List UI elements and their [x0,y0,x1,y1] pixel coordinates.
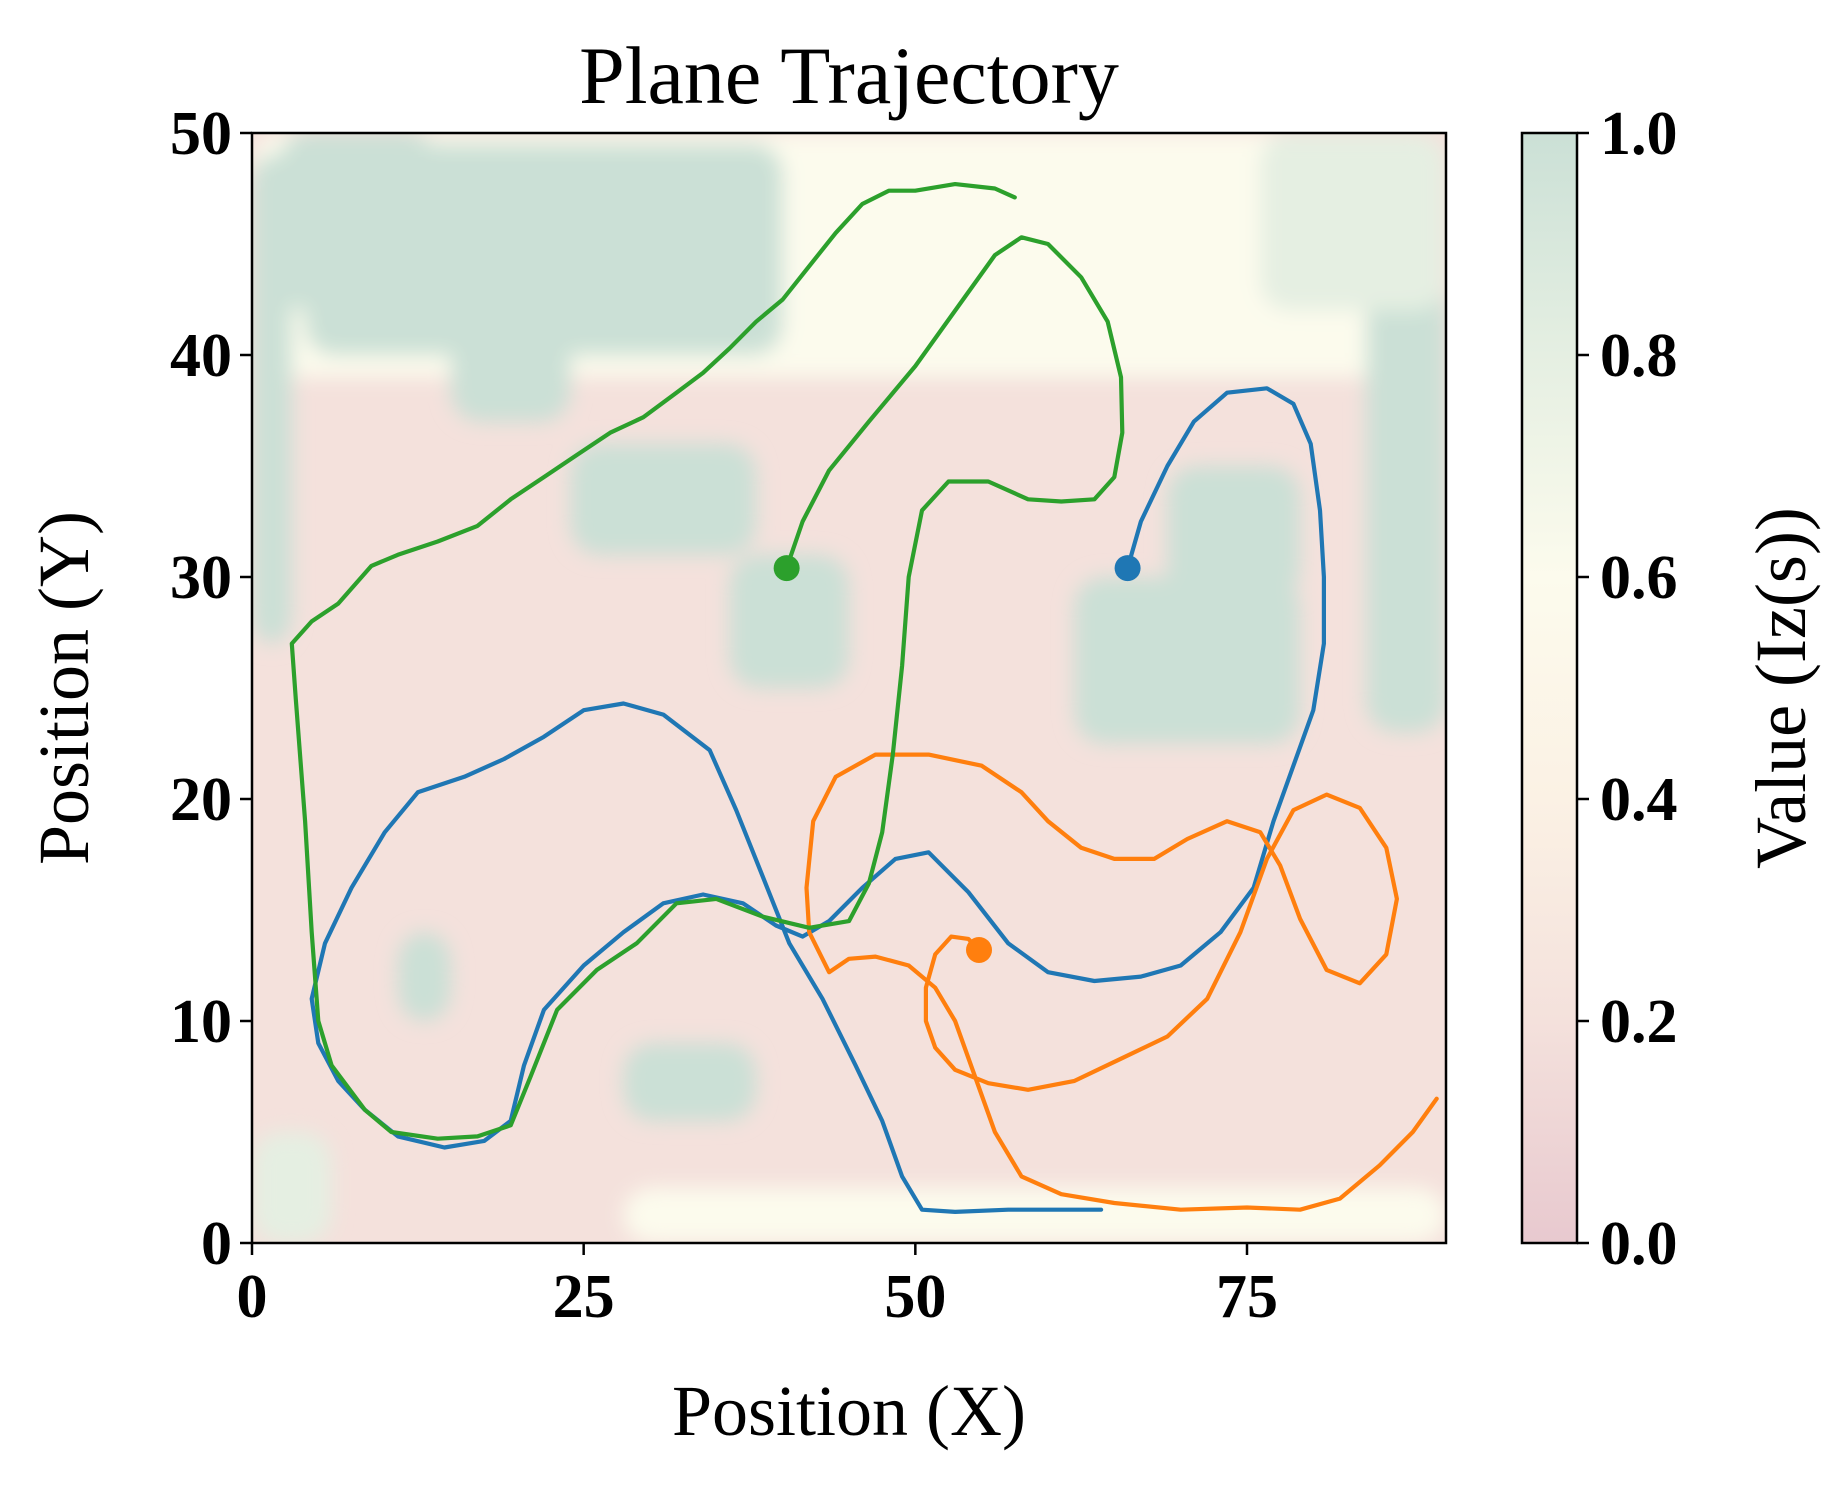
x-axis: 0 25 50 75 [237,1243,1278,1331]
colorbar-axis: 0.0 0.2 0.4 0.6 0.8 1.0 [1577,100,1678,1278]
y-tick-label: 20 [170,766,232,834]
heatmap-background [252,133,1446,1243]
colorbar-title: Value (Iz(s)) [1741,507,1821,869]
y-tick-label: 50 [170,100,232,168]
heatmap-patch-5 [570,443,757,555]
colorbar [1520,131,1579,1245]
trajectory-line-3 [289,182,1125,1141]
colorbar-tick-label: 0.4 [1600,766,1678,834]
colorbar-tick-label: 0.6 [1600,544,1678,612]
y-tick-label: 40 [170,322,232,390]
heatmap-patch-12 [623,1043,757,1121]
y-tick-label: 30 [170,544,232,612]
x-tick-label: 50 [884,1263,946,1331]
heatmap-patch-4 [451,244,571,422]
heatmap-patch-13 [623,1187,1446,1243]
chart-title: Plane Trajectory [579,30,1119,121]
heatmap-patch-8 [1167,466,1301,600]
heatmap-patch-14 [252,1132,332,1243]
heatmap-patch-2 [252,155,292,644]
heatmap-patch-9 [1366,266,1446,733]
y-tick-label: 0 [201,1210,232,1278]
x-axis-title: Position (X) [672,1371,1026,1451]
y-axis: 0 10 20 30 40 50 [170,100,252,1278]
colorbar-tick-label: 0.2 [1600,988,1678,1056]
colorbar-tick-label: 0.8 [1600,322,1678,390]
y-axis-title: Position (Y) [24,511,104,865]
x-tick-label: 0 [237,1263,268,1331]
x-tick-label: 25 [553,1263,615,1331]
trajectory-start-marker-2 [966,936,993,963]
colorbar-tick-label: 1.0 [1600,100,1678,168]
y-tick-label: 10 [170,988,232,1056]
heatmap-patch-6 [729,554,849,688]
x-tick-label: 75 [1216,1263,1278,1331]
plot-frame [250,131,1448,1245]
trajectory-line-1 [309,386,1326,1214]
heatmap-patch-10 [1260,133,1446,311]
trajectory-line-2 [804,752,1439,1212]
heatmap-patch-7 [1074,577,1301,744]
series-layer [289,182,1439,1214]
trajectory-start-marker-3 [773,555,800,582]
colorbar-tick-label: 0.0 [1600,1210,1678,1278]
heatmap-patch-11 [397,932,451,1021]
trajectory-start-marker-1 [1114,555,1141,582]
